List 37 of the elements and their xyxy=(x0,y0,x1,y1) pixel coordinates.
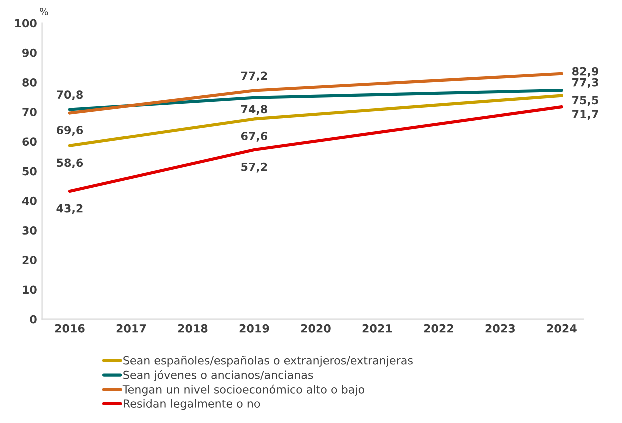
y-tick-label: 100 xyxy=(15,19,37,28)
data-label: 82,9 xyxy=(572,67,599,78)
y-tick-label: 50 xyxy=(22,167,37,176)
x-tick-label: 2022 xyxy=(424,324,454,333)
data-label: 74,8 xyxy=(241,105,268,116)
legend-label: Residan legalmente o no xyxy=(124,399,260,410)
data-label: 77,3 xyxy=(572,78,598,88)
legend-label: Tengan un nivel socioeconómico alto o bajo xyxy=(122,384,364,396)
data-label: 58,6 xyxy=(57,158,84,169)
data-label: 70,8 xyxy=(57,90,83,100)
x-tick-label: 2023 xyxy=(486,324,515,333)
data-label: 77,2 xyxy=(241,72,268,82)
y-tick-label: 60 xyxy=(22,138,37,146)
x-tick-label: 2024 xyxy=(547,324,577,333)
data-label: 75,5 xyxy=(572,96,598,106)
data-label: 57,2 xyxy=(242,162,268,173)
y-tick-label: 30 xyxy=(22,226,37,235)
y-tick-label: 70 xyxy=(22,108,37,116)
x-tick-label: 2020 xyxy=(301,324,331,333)
y-tick-label: 40 xyxy=(22,196,37,206)
legend-label: Sean jóvenes o ancianos/ancianas xyxy=(124,370,314,382)
x-tick-label: 2021 xyxy=(362,324,392,333)
data-label: 69,6 xyxy=(56,126,84,136)
y-tick-label: 80 xyxy=(22,78,37,87)
data-label: 43,2 xyxy=(56,204,83,214)
data-label: 67,6 xyxy=(241,132,268,142)
x-tick-label: 2017 xyxy=(116,324,146,333)
y-tick-label: 20 xyxy=(22,256,37,265)
y-tick-label: 90 xyxy=(22,48,37,58)
y-tick-label: 10 xyxy=(23,286,37,294)
x-tick-label: 2016 xyxy=(55,324,85,333)
data-label: 71,7 xyxy=(572,110,598,120)
x-tick-label: 2019 xyxy=(240,324,270,333)
y-tick-label: 0 xyxy=(30,315,37,324)
x-tick-label: 2018 xyxy=(178,324,208,333)
y-axis-title: % xyxy=(40,8,48,16)
legend-label: Sean españoles/españolas o extranjeros/extranjeras xyxy=(124,356,413,367)
